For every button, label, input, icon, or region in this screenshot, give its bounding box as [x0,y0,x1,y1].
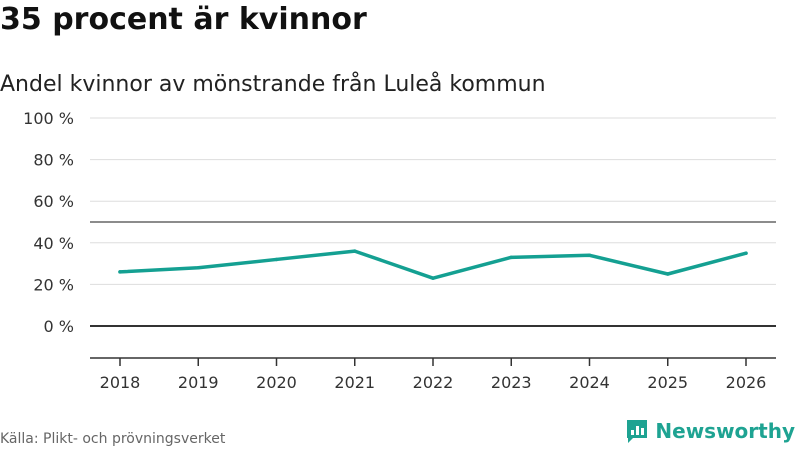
data-point [666,272,670,276]
brand-name: Newsworthy [655,419,795,443]
brand-logo[interactable]: Newsworthy [625,418,795,444]
x-tick-label: 2020 [256,373,297,392]
y-tick-label: 0 % [44,317,74,336]
y-tick-label: 100 % [23,109,74,128]
data-point [274,257,279,262]
x-tick-label: 2023 [491,373,532,392]
chart-title: 35 procent är kvinnor [0,2,367,37]
data-point [196,266,200,270]
x-tick-label: 2021 [334,373,375,392]
x-tick-label: 2026 [726,373,767,392]
x-tick-label: 2022 [413,373,454,392]
x-tick-label: 2018 [100,373,141,392]
chart-subtitle: Andel kvinnor av mönstrande från Luleå k… [0,72,546,97]
y-tick-label: 80 % [33,151,74,170]
data-point [431,276,435,280]
data-point [118,270,122,274]
source-note: Källa: Plikt- och prövningsverket [0,431,226,447]
series-line [118,249,748,280]
data-point [353,249,357,253]
data-point [509,255,513,260]
x-tick-label: 2019 [178,373,219,392]
x-tick-label: 2024 [569,373,610,392]
y-tick-label: 20 % [33,275,74,294]
data-point [744,251,748,255]
newsworthy-logo-icon [627,420,648,443]
y-tick-label: 40 % [33,234,74,253]
data-point [587,253,592,258]
y-tick-label: 60 % [33,192,74,211]
x-tick-label: 2025 [647,373,688,392]
